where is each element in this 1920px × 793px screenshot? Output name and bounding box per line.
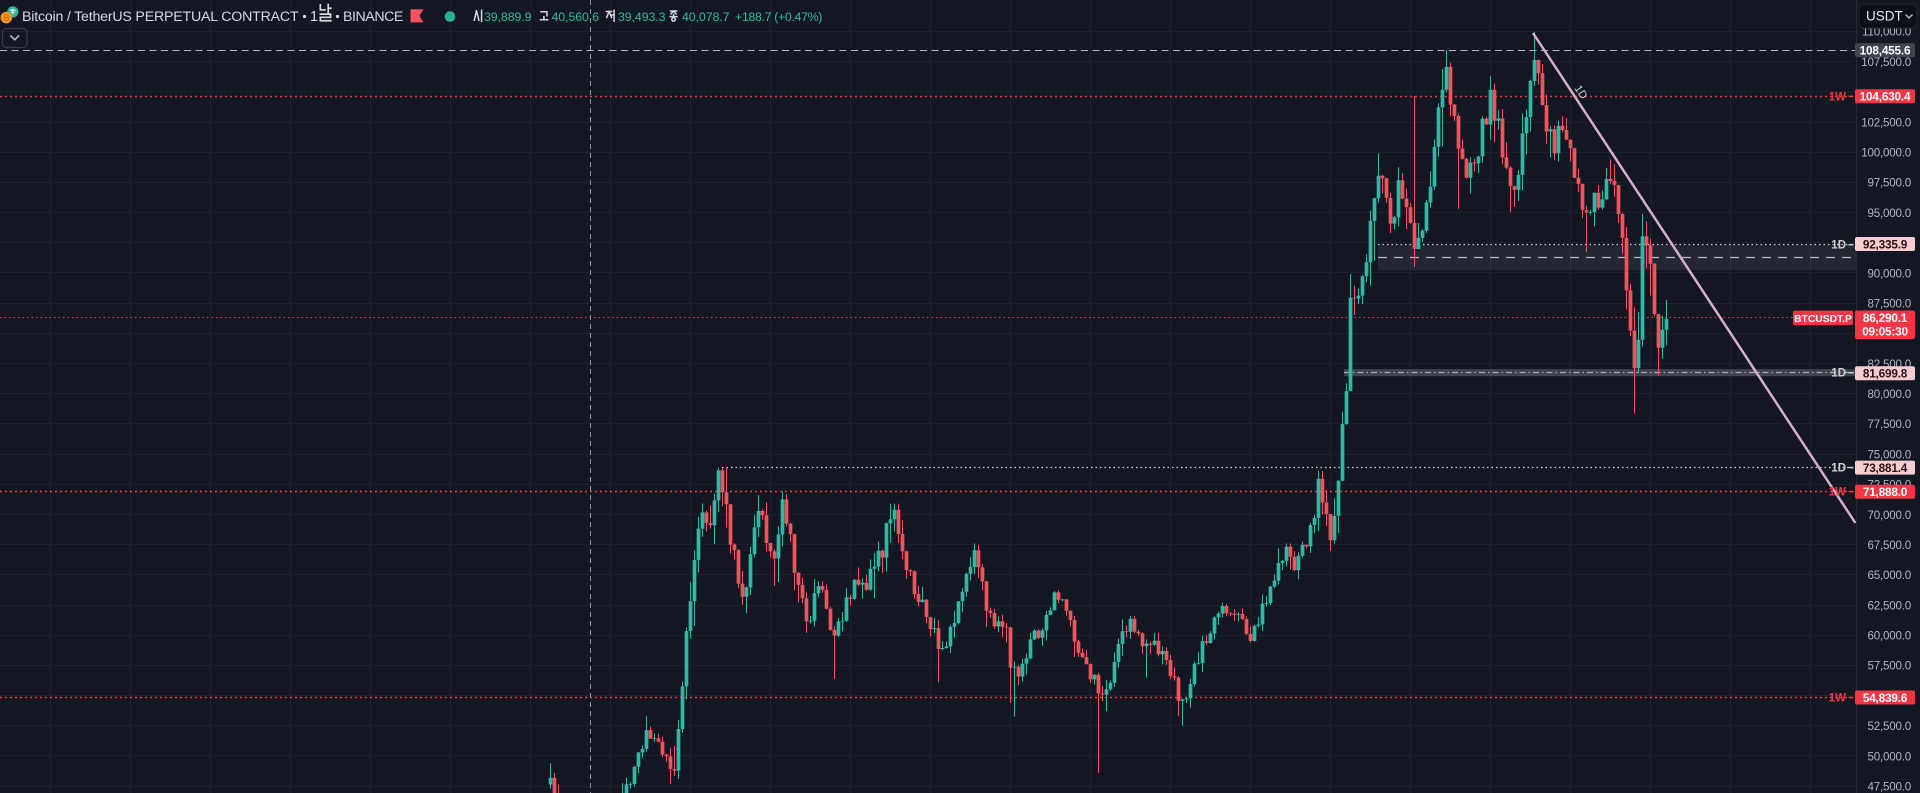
- svg-text:50,000.0: 50,000.0: [1867, 750, 1911, 763]
- svg-text:BINANCE: BINANCE: [343, 9, 403, 25]
- svg-text:47,500.0: 47,500.0: [1867, 781, 1911, 793]
- svg-text:107,500.0: 107,500.0: [1861, 56, 1911, 69]
- svg-text:75,000.0: 75,000.0: [1867, 448, 1911, 461]
- svg-text:1: 1: [310, 9, 318, 25]
- svg-text:90,000.0: 90,000.0: [1867, 267, 1911, 280]
- svg-text:09:05:30: 09:05:30: [1862, 324, 1908, 338]
- svg-text:39,889.9: 39,889.9: [484, 10, 532, 24]
- svg-text:86,290.1: 86,290.1: [1863, 311, 1908, 325]
- svg-text:67,500.0: 67,500.0: [1867, 539, 1911, 552]
- svg-text:77,500.0: 77,500.0: [1867, 418, 1911, 431]
- svg-text:57,500.0: 57,500.0: [1867, 660, 1911, 673]
- svg-text:73,881.4: 73,881.4: [1863, 461, 1908, 475]
- svg-text:BTCUSDT.P: BTCUSDT.P: [1794, 314, 1852, 325]
- svg-text:1W: 1W: [1829, 693, 1846, 705]
- svg-text:110,000.0: 110,000.0: [1862, 26, 1911, 39]
- svg-text:65,000.0: 65,000.0: [1867, 569, 1911, 582]
- svg-text:104,630.4: 104,630.4: [1860, 90, 1911, 104]
- svg-text:1W: 1W: [1829, 487, 1846, 499]
- svg-text:40,078.7: 40,078.7: [682, 10, 730, 24]
- svg-text:70,000.0: 70,000.0: [1867, 509, 1911, 522]
- svg-text:80,000.0: 80,000.0: [1867, 388, 1911, 401]
- svg-text:87,500.0: 87,500.0: [1867, 297, 1911, 310]
- svg-text:39,493.3: 39,493.3: [618, 10, 666, 24]
- svg-text:+188.7 (+0.47%): +188.7 (+0.47%): [735, 10, 822, 24]
- svg-text:1D: 1D: [1831, 463, 1846, 475]
- svg-text:95,000.0: 95,000.0: [1867, 207, 1911, 220]
- svg-text:62,500.0: 62,500.0: [1867, 599, 1911, 612]
- svg-text:1W: 1W: [1829, 91, 1846, 103]
- svg-text:97,500.0: 97,500.0: [1867, 177, 1911, 190]
- svg-text:Bitcoin / TetherUS PERPETUAL C: Bitcoin / TetherUS PERPETUAL CONTRACT: [22, 9, 299, 25]
- svg-text:92,335.9: 92,335.9: [1863, 237, 1908, 251]
- svg-text:102,500.0: 102,500.0: [1861, 116, 1911, 129]
- svg-text:81,699.8: 81,699.8: [1863, 367, 1908, 381]
- svg-text:USDT: USDT: [1866, 9, 1903, 24]
- svg-text:60,000.0: 60,000.0: [1867, 630, 1911, 643]
- svg-text:54,839.6: 54,839.6: [1863, 691, 1908, 705]
- svg-text:71,888.0: 71,888.0: [1863, 485, 1908, 499]
- svg-text:100,000.0: 100,000.0: [1861, 147, 1911, 160]
- svg-text:108,455.6: 108,455.6: [1860, 44, 1911, 58]
- svg-text:52,500.0: 52,500.0: [1867, 720, 1911, 733]
- svg-text:40,560.6: 40,560.6: [552, 10, 600, 24]
- svg-text:1D: 1D: [1831, 240, 1846, 252]
- svg-text:1D: 1D: [1831, 368, 1846, 380]
